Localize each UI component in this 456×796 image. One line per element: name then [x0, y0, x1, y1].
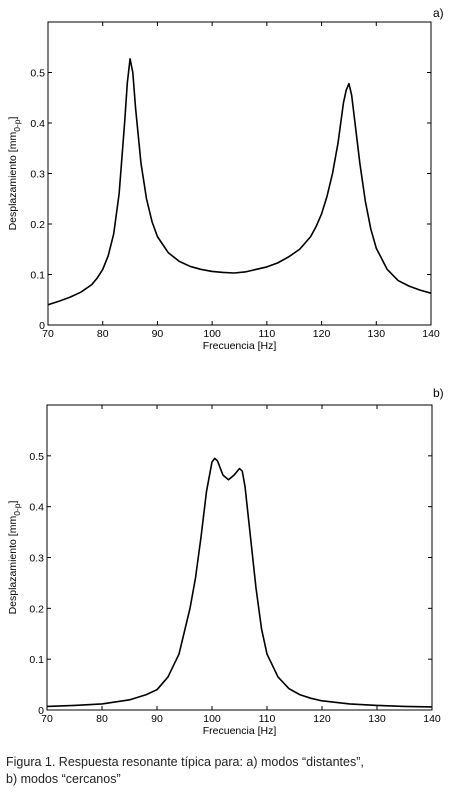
panel-label-b: b)	[433, 386, 444, 400]
x-tick-label-a: 90	[152, 328, 164, 340]
x-tick-label-a: 110	[258, 328, 275, 340]
plot-frame-b	[46, 404, 433, 711]
y-axis-title-sub-b: 0-p	[12, 503, 22, 516]
y-tick-label-b: 0	[38, 705, 44, 717]
y-tick-label-a: 0.1	[30, 270, 45, 282]
x-tick-label-a: 140	[422, 328, 440, 340]
x-tick-label-a: 120	[313, 328, 331, 340]
series-line-b	[46, 457, 433, 708]
x-axis-title-a: Frecuencia [Hz]	[203, 340, 277, 352]
y-axis-title-end-b: ]	[7, 501, 19, 504]
x-tick-label-a: 130	[368, 328, 386, 340]
y-tick-label-a: 0.4	[30, 118, 45, 130]
caption-line-2: b) modos “cercanos”	[6, 772, 121, 786]
x-tick-label-b: 110	[259, 713, 276, 725]
y-axis-title-b: Desplazamiento [mm0-p]	[7, 501, 22, 615]
x-tick-label-b: 70	[41, 713, 53, 725]
x-tick-label-b: 90	[151, 713, 163, 725]
figure-caption: Figura 1. Respuesta resonante típica par…	[6, 754, 452, 788]
y-tick-label-b: 0.1	[29, 654, 44, 666]
y-tick-label-a: 0.3	[30, 169, 45, 181]
x-tick-label-b: 80	[96, 713, 108, 725]
chart-panel-a: 70 80 90 100 110 120 130 140 0 0.1 0.2 0.3 0.4 0.5 Fre…	[7, 6, 444, 352]
y-tick-label-a: 0.2	[30, 219, 45, 231]
x-tick-label-b: 140	[423, 713, 441, 725]
y-tick-label-b: 0.4	[29, 502, 44, 514]
y-axis-title-end-a: ]	[7, 117, 19, 120]
plot-frame-a	[47, 21, 432, 326]
x-tick-label-a: 70	[42, 328, 54, 340]
x-tick-label-b: 120	[313, 713, 331, 725]
y-axis-title-sub-a: 0-p	[12, 119, 22, 132]
x-tick-label-a: 80	[97, 328, 109, 340]
x-tick-label-b: 130	[368, 713, 386, 725]
y-axis-title-a: Desplazamiento [mm0-p]	[7, 117, 22, 231]
x-tick-label-b: 100	[203, 713, 221, 725]
x-axis-title-b: Frecuencia [Hz]	[203, 725, 277, 737]
y-tick-label-a: 0.5	[30, 68, 45, 80]
caption-line-1: Figura 1. Respuesta resonante típica par…	[6, 755, 364, 769]
y-tick-label-b: 0.3	[29, 553, 44, 565]
series-line-a	[47, 58, 432, 306]
x-tick-label-a: 100	[203, 328, 221, 340]
y-tick-label-b: 0.2	[29, 603, 44, 615]
panel-label-a: a)	[433, 6, 444, 20]
y-tick-label-a: 0	[39, 320, 45, 332]
y-tick-label-b: 0.5	[29, 451, 44, 463]
y-axis-title-main-b: Desplazamiento [mm	[7, 516, 19, 615]
chart-panel-b: 70 80 90 100 110 120 130 140 0 0.1 0.2 0.3 0.4 0.5 Fre…	[7, 386, 444, 737]
y-axis-title-main-a: Desplazamiento [mm	[7, 132, 19, 231]
